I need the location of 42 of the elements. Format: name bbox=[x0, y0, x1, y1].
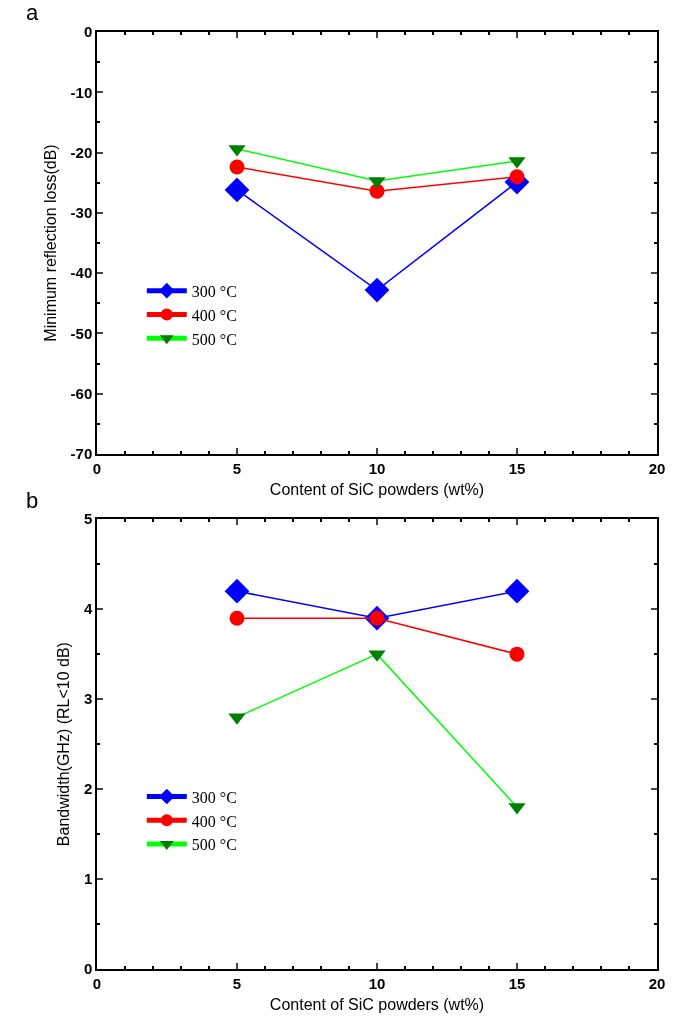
point bbox=[224, 578, 250, 604]
point bbox=[504, 578, 530, 604]
x-tick-label: 20 bbox=[648, 974, 666, 992]
text: b bbox=[26, 488, 39, 513]
legend-label: 500 °C bbox=[191, 836, 237, 854]
x-tick-label: 10 bbox=[368, 459, 386, 477]
y-tick-label: 3 bbox=[83, 690, 93, 708]
y-tick-label: 0 bbox=[83, 23, 93, 41]
legend-label: 400 °C bbox=[191, 306, 237, 324]
point bbox=[224, 177, 250, 203]
point bbox=[364, 277, 390, 303]
legend-label: 300 °C bbox=[191, 788, 237, 806]
y-tick-label: -50 bbox=[70, 324, 93, 342]
point bbox=[509, 646, 525, 662]
y-tick-label: -40 bbox=[70, 264, 93, 282]
y-tick-label: -10 bbox=[70, 83, 93, 101]
x-axis-title: Content of SiC powders (wt%) bbox=[269, 995, 485, 1013]
y-axis-title: Minimum reflection loss(dB) bbox=[41, 144, 59, 342]
y-tick-label: 2 bbox=[83, 780, 93, 798]
y-tick-label: -70 bbox=[70, 445, 93, 463]
x-tick-label: 5 bbox=[232, 974, 242, 992]
legend-label: 300 °C bbox=[191, 282, 237, 300]
text: a bbox=[26, 0, 39, 25]
legend-label: 500 °C bbox=[191, 330, 237, 348]
x-tick-label: 15 bbox=[508, 459, 526, 477]
x-tick-label: 5 bbox=[232, 459, 242, 477]
y-tick-label: 1 bbox=[83, 870, 93, 888]
y-tick-label: 0 bbox=[83, 960, 93, 978]
legend-label: 400 °C bbox=[191, 812, 237, 830]
x-axis-title: Content of SiC powders (wt%) bbox=[269, 480, 485, 498]
y-tick-label: -30 bbox=[70, 204, 93, 222]
y-tick-label: -20 bbox=[70, 143, 93, 161]
x-tick-label: 20 bbox=[648, 459, 666, 477]
y-tick-label: 5 bbox=[83, 510, 93, 528]
x-tick-label: 15 bbox=[508, 974, 526, 992]
point bbox=[229, 610, 245, 626]
y-axis-title: Bandwidth(GHz) (RL<10 dB) bbox=[55, 642, 73, 847]
point bbox=[509, 169, 525, 185]
y-tick-label: -60 bbox=[70, 384, 93, 402]
y-tick-label: 4 bbox=[83, 600, 93, 618]
x-tick-label: 10 bbox=[368, 974, 386, 992]
point bbox=[229, 159, 245, 175]
